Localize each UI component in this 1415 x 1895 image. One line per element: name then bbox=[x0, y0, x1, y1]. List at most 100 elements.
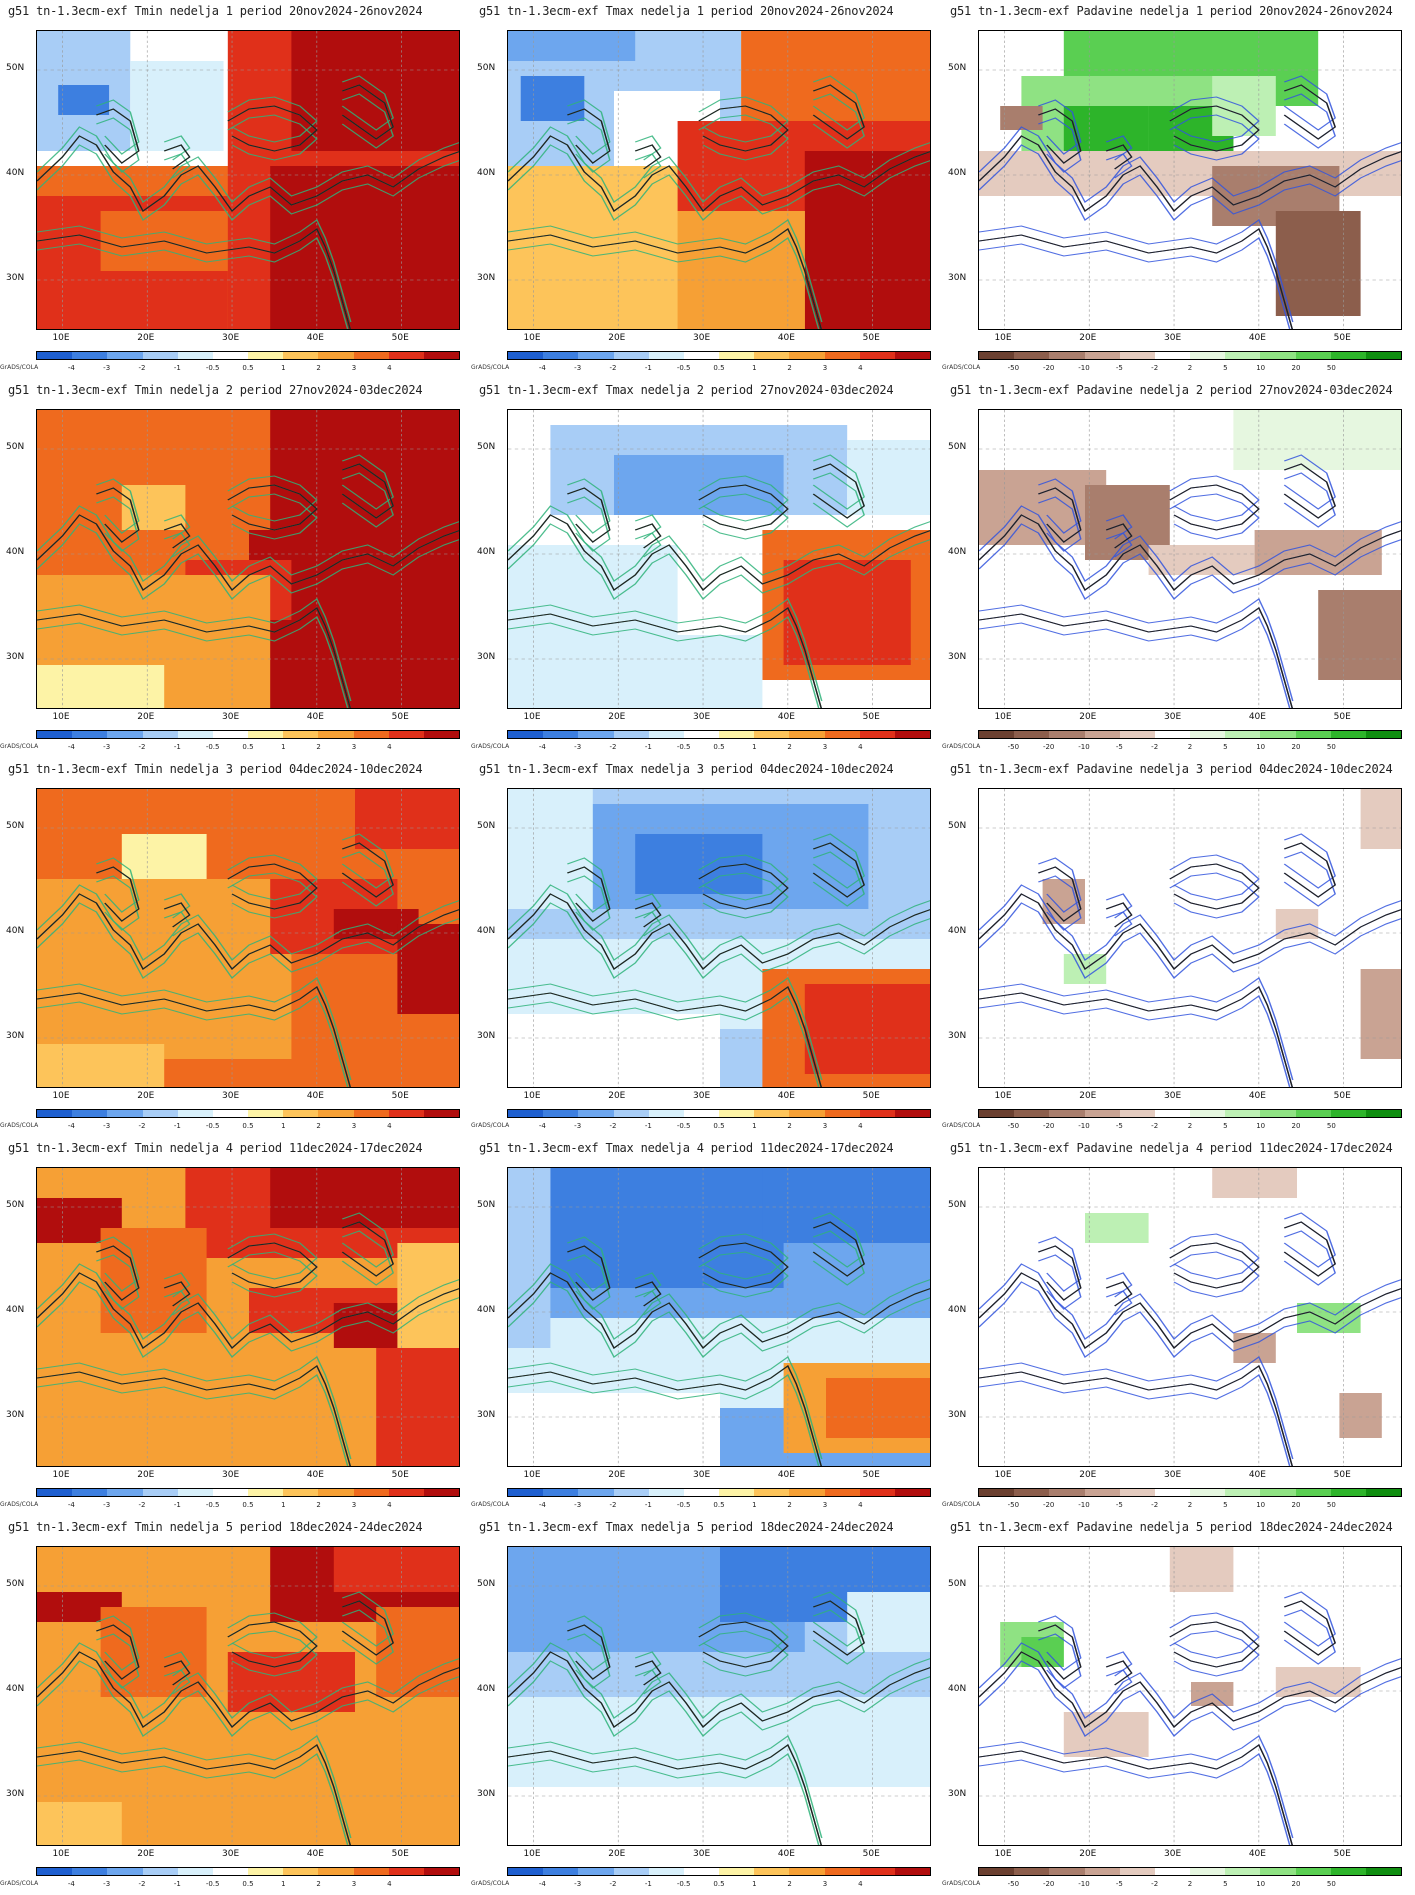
colorbar-swatch bbox=[1049, 1110, 1084, 1117]
colorbar-swatch bbox=[979, 1868, 1014, 1875]
colorbar-swatch bbox=[1014, 1868, 1049, 1875]
lon-label: 40E bbox=[778, 1849, 795, 1859]
lon-label: 20E bbox=[608, 333, 625, 343]
lat-label: 30N bbox=[6, 1410, 24, 1420]
colorbar bbox=[978, 1488, 1402, 1497]
colorbar-tick: -3 bbox=[574, 1880, 581, 1888]
colorbar-swatch bbox=[754, 1868, 789, 1875]
colorbar-tick: 20 bbox=[1292, 1501, 1301, 1509]
colorbar-tick: -0.5 bbox=[677, 1880, 691, 1888]
colorbar-swatch bbox=[213, 731, 248, 738]
colorbar-swatch bbox=[789, 1110, 824, 1117]
colorbar bbox=[978, 730, 1402, 739]
colorbar-tick: -1 bbox=[645, 1501, 652, 1509]
colorbar-tick: -0.5 bbox=[206, 1122, 220, 1130]
lat-label: 50N bbox=[477, 1579, 495, 1589]
lon-label: 40E bbox=[307, 712, 324, 722]
field-block bbox=[1212, 1168, 1297, 1198]
colorbar-swatch bbox=[578, 1868, 613, 1875]
lon-label: 20E bbox=[608, 712, 625, 722]
lat-label: 40N bbox=[6, 1684, 24, 1694]
colorbar-tick: -10 bbox=[1078, 1122, 1089, 1130]
colorbar-tick: -1 bbox=[174, 1122, 181, 1130]
lon-label: 40E bbox=[307, 333, 324, 343]
colorbar-swatch bbox=[1014, 1110, 1049, 1117]
lon-label: 40E bbox=[1249, 712, 1266, 722]
map-panel-tmax-week-5: g51 tn-1.3ecm-exf Tmax nedelja 5 period … bbox=[471, 1516, 942, 1895]
colorbar-swatch bbox=[684, 1489, 719, 1496]
colorbar-tick: -20 bbox=[1043, 364, 1054, 372]
field-block bbox=[1361, 789, 1402, 849]
colorbar-swatch bbox=[1085, 731, 1120, 738]
map-area bbox=[36, 1167, 460, 1467]
colorbar-swatch bbox=[248, 1110, 283, 1117]
colorbar-tick: -4 bbox=[68, 1880, 75, 1888]
lon-label: 50E bbox=[863, 1849, 880, 1859]
colorbar bbox=[507, 1109, 931, 1118]
colorbar-swatch bbox=[508, 352, 543, 359]
map-panel-tmax-week-1: g51 tn-1.3ecm-exf Tmax nedelja 1 period … bbox=[471, 0, 942, 379]
colorbar-tick: 2 bbox=[787, 1122, 791, 1130]
colorbar-tick: -2 bbox=[139, 1880, 146, 1888]
colorbar-swatch bbox=[1260, 1110, 1295, 1117]
panel-title: g51 tn-1.3ecm-exf Tmax nedelja 4 period … bbox=[479, 1141, 893, 1155]
grads-credit: GrADS/COLA bbox=[942, 1501, 980, 1508]
colorbar-tick: -10 bbox=[1078, 1501, 1089, 1509]
map-field bbox=[508, 1168, 931, 1467]
colorbar-tick: -0.5 bbox=[206, 364, 220, 372]
lon-label: 40E bbox=[307, 1470, 324, 1480]
colorbar-swatch bbox=[1296, 352, 1331, 359]
lat-label: 50N bbox=[6, 1579, 24, 1589]
colorbar-swatch bbox=[649, 352, 684, 359]
field-block bbox=[37, 1044, 164, 1088]
colorbar-swatch bbox=[143, 731, 178, 738]
map-field bbox=[979, 1168, 1402, 1467]
map-field bbox=[979, 789, 1402, 1088]
lon-label: 20E bbox=[137, 1091, 154, 1101]
field-block bbox=[1170, 1547, 1234, 1592]
colorbar-swatch bbox=[1366, 352, 1401, 359]
colorbar-swatch bbox=[424, 1489, 459, 1496]
colorbar-swatch bbox=[424, 731, 459, 738]
lon-label: 50E bbox=[1334, 1470, 1351, 1480]
colorbar-swatch bbox=[1296, 1110, 1331, 1117]
field-block bbox=[1276, 211, 1361, 316]
colorbar-tick: 4 bbox=[858, 1501, 862, 1509]
colorbar bbox=[36, 1109, 460, 1118]
colorbar-tick: 4 bbox=[858, 364, 862, 372]
map-panel-tmin-week-5: g51 tn-1.3ecm-exf Tmin nedelja 5 period … bbox=[0, 1516, 471, 1895]
colorbar-tick: 4 bbox=[858, 743, 862, 751]
colorbar-swatch bbox=[825, 1110, 860, 1117]
colorbar-tick: -2 bbox=[139, 743, 146, 751]
colorbar-swatch bbox=[578, 1110, 613, 1117]
colorbar-swatch bbox=[979, 352, 1014, 359]
colorbar-swatch bbox=[719, 352, 754, 359]
colorbar bbox=[978, 1867, 1402, 1876]
colorbar-swatch bbox=[318, 352, 353, 359]
colorbar-swatch bbox=[614, 1489, 649, 1496]
colorbar-tick: 3 bbox=[352, 743, 356, 751]
colorbar-tick: 20 bbox=[1292, 743, 1301, 751]
lat-label: 40N bbox=[948, 547, 966, 557]
map-area bbox=[507, 409, 931, 709]
map-panel-tmin-week-4: g51 tn-1.3ecm-exf Tmin nedelja 4 period … bbox=[0, 1137, 471, 1516]
lon-label: 40E bbox=[778, 333, 795, 343]
panel-title: g51 tn-1.3ecm-exf Padavine nedelja 4 per… bbox=[950, 1141, 1393, 1155]
colorbar-tick: 50 bbox=[1327, 1122, 1336, 1130]
lon-label: 40E bbox=[1249, 333, 1266, 343]
map-field bbox=[37, 789, 460, 1088]
field-block bbox=[101, 1228, 207, 1333]
colorbar-swatch bbox=[825, 352, 860, 359]
lon-label: 20E bbox=[137, 1849, 154, 1859]
map-field bbox=[979, 31, 1402, 330]
colorbar-tick: 2 bbox=[316, 743, 320, 751]
lon-label: 30E bbox=[693, 1091, 710, 1101]
field-block bbox=[521, 76, 585, 121]
panel-title: g51 tn-1.3ecm-exf Tmax nedelja 2 period … bbox=[479, 383, 893, 397]
colorbar-swatch bbox=[107, 1110, 142, 1117]
lon-label: 20E bbox=[1079, 1470, 1096, 1480]
colorbar-tick: 2 bbox=[316, 1501, 320, 1509]
colorbar-swatch bbox=[1331, 1489, 1366, 1496]
lon-label: 10E bbox=[994, 1091, 1011, 1101]
lat-label: 50N bbox=[6, 63, 24, 73]
